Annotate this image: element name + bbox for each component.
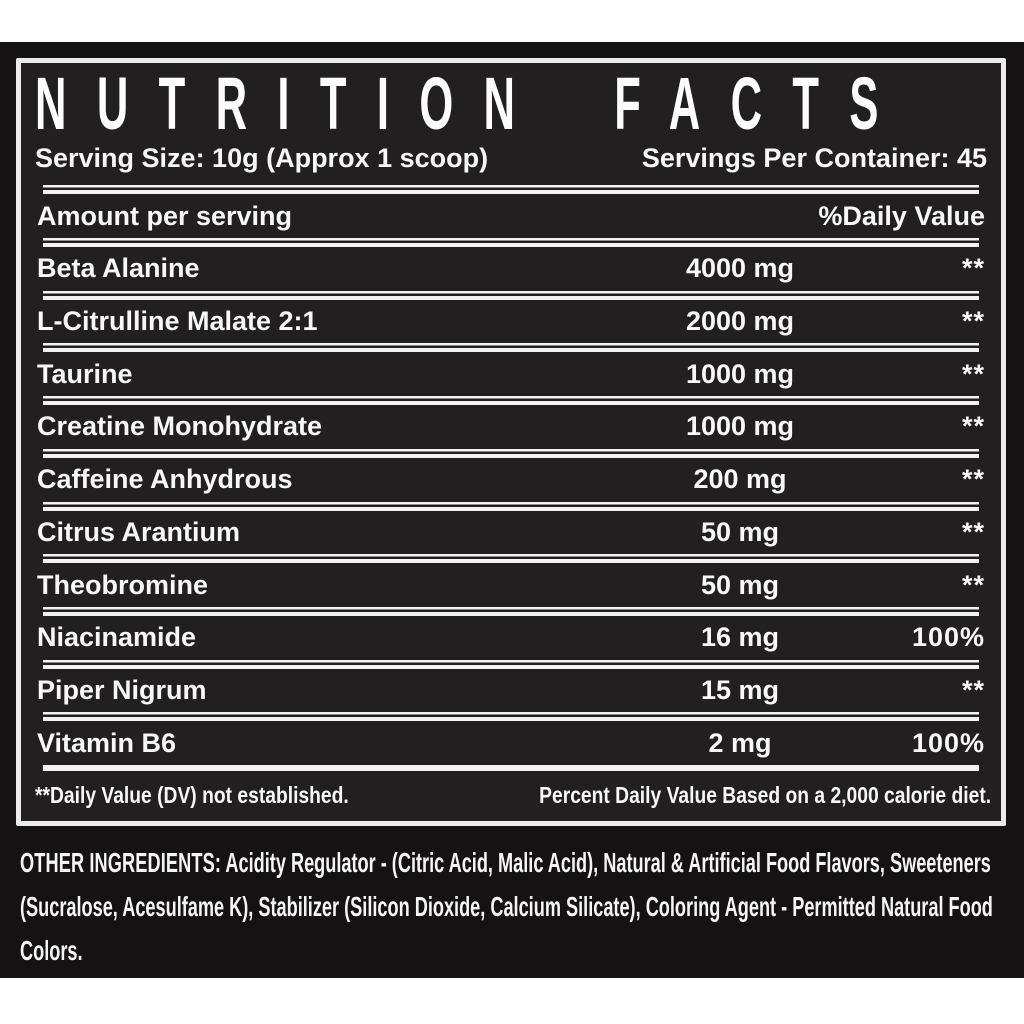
divider [43, 712, 979, 722]
ingredient-name: Beta Alanine [37, 253, 200, 284]
thick-divider [43, 765, 979, 771]
ingredient-name: Vitamin B6 [37, 727, 177, 758]
column-header-row: Amount per serving %Daily Value [35, 194, 987, 238]
other-ingredients-paragraph: OTHER INGREDIENTS: Acidity Regulator - (… [20, 841, 1003, 973]
ingredient-dv: ** [961, 358, 985, 389]
table-row: L-Citrulline Malate 2:1 2000 mg ** [35, 300, 987, 344]
divider [43, 501, 979, 511]
label-panel: NUTRITION FACTS Serving Size: 10g (Appro… [0, 42, 1024, 978]
divider [43, 554, 979, 564]
ingredient-dv: 100% [911, 727, 985, 758]
table-row: Caffeine Anhydrous 200 mg ** [35, 458, 987, 502]
other-ingredients-label: OTHER INGREDIENTS: [20, 847, 222, 878]
daily-value-header: %Daily Value [818, 200, 985, 231]
table-row: Citrus Arantium 50 mg ** [35, 511, 987, 555]
ingredient-name: Taurine [37, 358, 133, 389]
nutrition-facts-title-wrap: NUTRITION FACTS [35, 63, 987, 143]
other-ingredients-text: Acidity Regulator - (Citric Acid, Malic … [20, 847, 993, 966]
divider [43, 185, 979, 194]
servings-per-container-text: Servings Per Container: 45 [641, 142, 987, 173]
ingredient-amount: 200 mg [693, 464, 787, 495]
ingredient-dv: ** [961, 569, 985, 600]
ingredient-amount: 50 mg [700, 516, 780, 547]
table-row: Theobromine 50 mg ** [35, 563, 987, 607]
nutrition-facts-box: NUTRITION FACTS Serving Size: 10g (Appro… [16, 58, 1006, 826]
table-row: Creatine Monohydrate 1000 mg ** [35, 405, 987, 449]
ingredient-amount: 2 mg [708, 727, 772, 758]
ingredient-amount: 4000 mg [685, 253, 795, 284]
ingredient-name: Creatine Monohydrate [37, 411, 323, 442]
divider [43, 238, 979, 247]
ingredient-amount: 1000 mg [685, 411, 795, 442]
divider [43, 448, 979, 458]
table-row: Vitamin B6 2 mg 100% [35, 721, 987, 765]
ingredient-name: Niacinamide [37, 622, 197, 653]
table-row: Niacinamide 16 mg 100% [35, 616, 987, 660]
table-row: Beta Alanine 4000 mg ** [35, 247, 987, 291]
ingredient-amount: 16 mg [700, 622, 780, 653]
ingredient-dv: 100% [911, 622, 985, 653]
ingredient-rows: Beta Alanine 4000 mg ** L-Citrulline Mal… [35, 247, 987, 765]
ingredient-amount: 2000 mg [685, 306, 795, 337]
ingredient-dv: ** [961, 464, 985, 495]
table-row: Taurine 1000 mg ** [35, 352, 987, 396]
nutrition-facts-title: NUTRITION FACTS [35, 61, 909, 145]
ingredient-amount: 15 mg [700, 674, 780, 705]
table-row: Piper Nigrum 15 mg ** [35, 669, 987, 713]
divider [43, 290, 979, 300]
divider [43, 659, 979, 669]
ingredient-dv: ** [961, 306, 985, 337]
divider [43, 606, 979, 616]
ingredient-name: L-Citrulline Malate 2:1 [37, 306, 318, 337]
ingredient-dv: ** [961, 411, 985, 442]
serving-size-text: Serving Size: 10g (Approx 1 scoop) [35, 142, 489, 173]
ingredient-dv: ** [961, 516, 985, 547]
serving-row: Serving Size: 10g (Approx 1 scoop) Servi… [35, 139, 987, 177]
divider [43, 396, 979, 406]
calorie-diet-footnote: Percent Daily Value Based on a 2,000 cal… [539, 781, 992, 808]
ingredient-name: Caffeine Anhydrous [37, 464, 293, 495]
ingredient-amount: 50 mg [700, 569, 780, 600]
ingredient-name: Citrus Arantium [37, 516, 241, 547]
ingredient-dv: ** [961, 253, 985, 284]
ingredient-amount: 1000 mg [685, 358, 795, 389]
ingredient-name: Piper Nigrum [37, 674, 207, 705]
ingredient-dv: ** [961, 674, 985, 705]
daily-value-footnote: **Daily Value (DV) not established. [35, 781, 349, 808]
ingredient-name: Theobromine [37, 569, 209, 600]
amount-per-serving-header: Amount per serving [37, 200, 293, 231]
divider [43, 343, 979, 353]
footnote-row: **Daily Value (DV) not established. Perc… [35, 771, 991, 819]
